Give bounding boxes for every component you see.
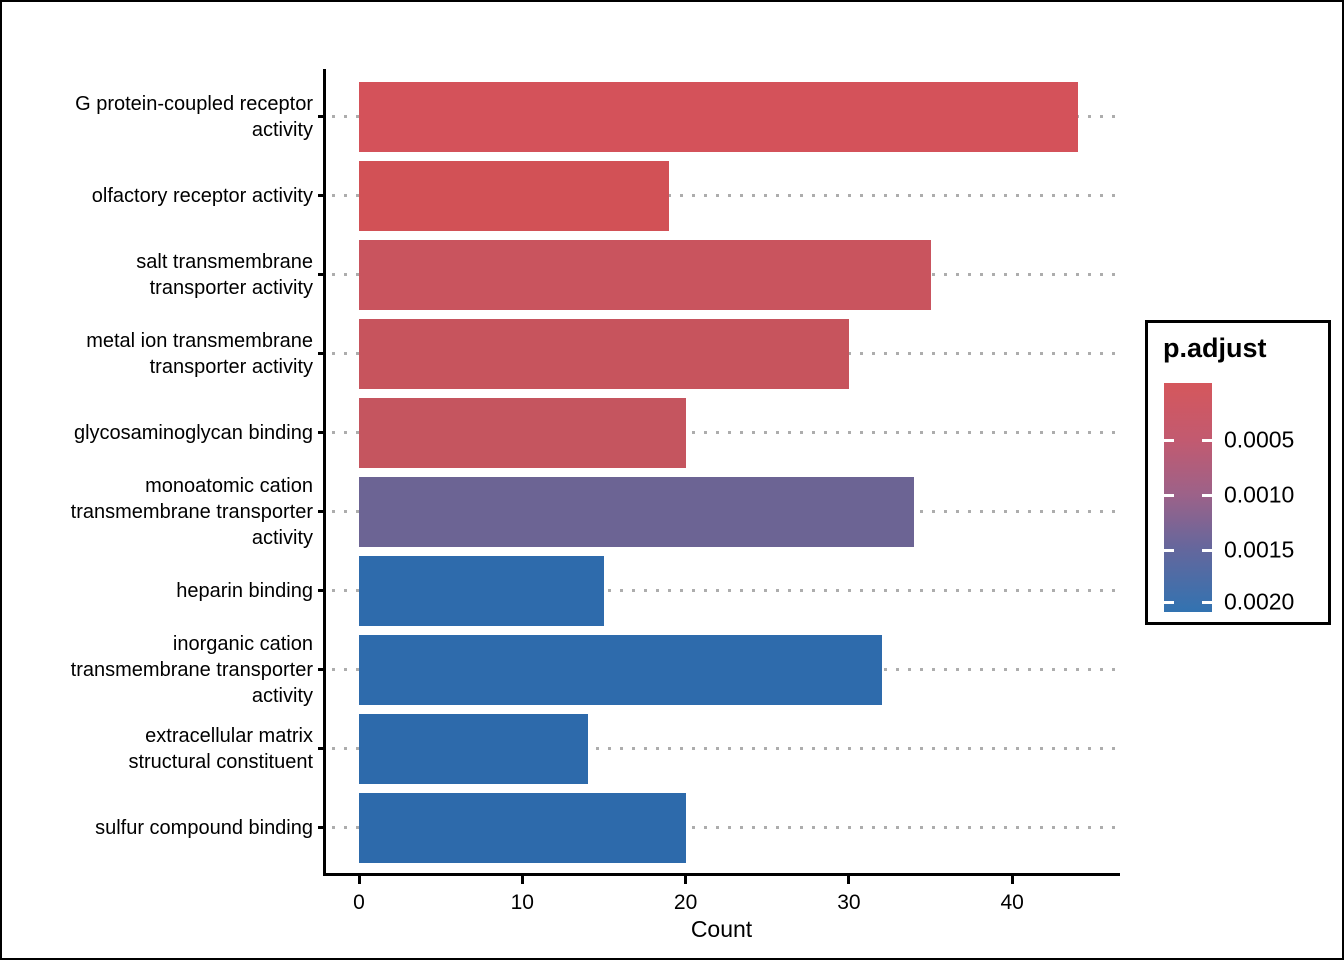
legend-colorbar-tick: [1164, 439, 1174, 443]
legend-tick-label: 0.0015: [1224, 536, 1295, 563]
bar: [359, 555, 604, 626]
y-axis-tick: [318, 746, 326, 750]
bar: [359, 476, 915, 547]
x-axis-tick-label: 30: [837, 891, 861, 914]
legend-colorbar-tick: [1202, 493, 1212, 497]
bar: [359, 634, 882, 705]
bar: [359, 397, 686, 468]
y-axis-tick: [318, 430, 326, 434]
x-axis-tick: [357, 876, 361, 884]
x-axis-title: Count: [690, 916, 753, 942]
legend-tick-label: 0.0010: [1224, 481, 1295, 508]
x-axis-tick: [684, 876, 688, 884]
x-axis-tick: [520, 876, 524, 884]
x-axis-tick-label: 40: [1000, 891, 1024, 914]
category-row: G protein-coupled receptor activity: [75, 77, 1120, 156]
category-row: monoatomic cation transmembrane transpor…: [71, 472, 1120, 551]
category-label: metal ion transmembrane transporter acti…: [86, 329, 313, 378]
legend-colorbar-tick: [1164, 600, 1174, 604]
legend-title: p.adjust: [1163, 333, 1267, 363]
bar-rows-container: G protein-coupled receptor activity olfa…: [71, 77, 1120, 867]
category-row: sulfur compound binding: [95, 788, 1120, 867]
y-axis-tick: [318, 272, 326, 276]
bar: [359, 713, 588, 784]
legend-tick-label: 0.0020: [1224, 588, 1295, 615]
dotted-gridline: [332, 430, 1118, 434]
dotted-gridline: [332, 825, 1118, 829]
category-label: extracellular matrix structural constitu…: [128, 724, 313, 773]
legend-colorbar-tick: [1202, 548, 1212, 552]
y-axis-tick: [318, 114, 326, 118]
y-axis-tick: [318, 588, 326, 592]
y-axis-tick: [318, 193, 326, 197]
legend-tick-label: 0.0005: [1224, 426, 1295, 453]
category-label: heparin binding: [176, 579, 313, 602]
category-row: salt transmembrane transporter activity: [136, 235, 1120, 314]
legend-colorbar-tick: [1202, 439, 1212, 443]
category-label: G protein-coupled receptor activity: [75, 92, 313, 141]
category-label: salt transmembrane transporter activity: [136, 250, 313, 299]
legend-colorbar: [1164, 383, 1212, 612]
category-label: glycosaminoglycan binding: [73, 421, 313, 444]
y-axis-tick: [318, 351, 326, 355]
bar: [359, 160, 670, 231]
dotted-gridline: [332, 746, 1118, 750]
plot-panel: G protein-coupled receptor activity olfa…: [71, 69, 1120, 914]
x-axis-tick-label: 0: [353, 891, 365, 914]
legend-colorbar-tick: [1164, 493, 1174, 497]
bar: [359, 318, 849, 389]
dotted-gridline: [332, 193, 1118, 197]
x-axis-tick: [847, 876, 851, 884]
bar: [359, 792, 686, 863]
y-axis-tick: [318, 509, 326, 513]
category-row: heparin binding: [176, 551, 1120, 630]
y-axis-tick: [318, 667, 326, 671]
category-label: olfactory receptor activity: [91, 184, 313, 207]
category-label: inorganic cation transmembrane transport…: [70, 632, 313, 707]
category-row: inorganic cation transmembrane transport…: [71, 630, 1120, 709]
category-label: monoatomic cation transmembrane transpor…: [70, 474, 313, 549]
x-axis-tick-label: 20: [673, 891, 698, 914]
x-axis-tick: [1010, 876, 1014, 884]
x-axis-tick-label: 10: [510, 891, 534, 914]
bar: [359, 239, 931, 310]
category-label: sulfur compound binding: [95, 816, 313, 839]
legend-colorbar-tick: [1202, 600, 1212, 604]
dotted-gridline: [332, 588, 1118, 592]
category-row: glycosaminoglycan binding: [74, 393, 1120, 472]
category-row: olfactory receptor activity: [92, 156, 1120, 235]
category-row: extracellular matrix structural constitu…: [128, 709, 1120, 788]
legend-colorbar-tick: [1164, 548, 1174, 552]
bar: [359, 81, 1078, 152]
legend: p.adjust 0.0005 0.0010 0.0015 0.0020: [1145, 320, 1331, 625]
category-row: metal ion transmembrane transporter acti…: [86, 314, 1120, 393]
y-axis-tick: [318, 825, 326, 829]
